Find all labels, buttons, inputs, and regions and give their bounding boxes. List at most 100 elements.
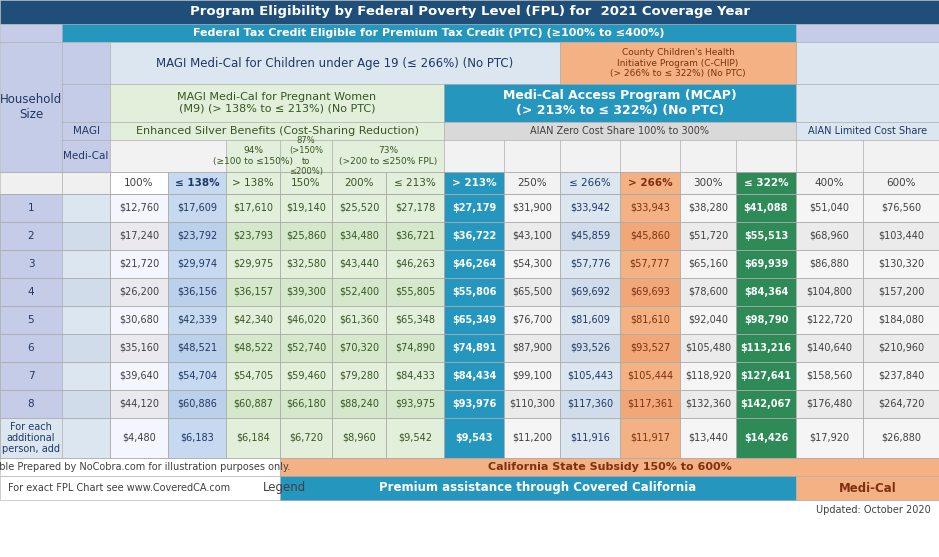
Text: Updated: October 2020: Updated: October 2020	[816, 505, 931, 515]
Text: Federal Tax Credit Eligible for Premium Tax Credit (PTC) (≥100% to ≤400%): Federal Tax Credit Eligible for Premium …	[193, 28, 665, 38]
Bar	[620, 418, 680, 458]
Text: $4,480: $4,480	[122, 433, 156, 443]
Text: $48,522: $48,522	[233, 343, 273, 353]
Bar	[0, 250, 62, 278]
Bar	[796, 140, 863, 172]
Bar	[560, 194, 620, 222]
Text: $54,705: $54,705	[233, 371, 273, 381]
Bar	[168, 172, 226, 194]
Text: $44,120: $44,120	[119, 399, 159, 409]
Text: $113,216: $113,216	[741, 343, 792, 353]
Bar	[332, 306, 386, 334]
Bar	[332, 194, 386, 222]
Bar	[226, 418, 280, 458]
Bar	[332, 362, 386, 390]
Bar	[386, 390, 444, 418]
Bar	[680, 278, 736, 306]
Text: $264,720: $264,720	[878, 399, 924, 409]
Bar	[110, 418, 168, 458]
Text: $93,976: $93,976	[452, 399, 496, 409]
Bar	[280, 194, 332, 222]
Bar	[796, 250, 863, 278]
Bar	[62, 42, 110, 84]
Bar	[168, 222, 226, 250]
Bar	[736, 250, 796, 278]
Text: $25,860: $25,860	[286, 231, 326, 241]
Text: $29,974: $29,974	[177, 259, 217, 269]
Bar	[444, 194, 504, 222]
Bar	[560, 362, 620, 390]
Bar	[863, 362, 939, 390]
Bar	[444, 306, 504, 334]
Text: $23,793: $23,793	[233, 231, 273, 241]
Bar	[560, 42, 796, 84]
Bar	[863, 334, 939, 362]
Bar	[226, 362, 280, 390]
Text: $27,178: $27,178	[395, 203, 435, 213]
Bar	[280, 140, 332, 172]
Bar	[736, 140, 796, 172]
Text: $117,361: $117,361	[627, 399, 673, 409]
Text: $74,890: $74,890	[395, 343, 435, 353]
Text: $117,360: $117,360	[567, 399, 613, 409]
Bar	[226, 222, 280, 250]
Text: Medi-Cal: Medi-Cal	[63, 151, 109, 161]
Bar	[504, 306, 560, 334]
Bar	[863, 172, 939, 194]
Text: For exact FPL Chart see www.CoveredCA.com: For exact FPL Chart see www.CoveredCA.co…	[8, 483, 230, 493]
Text: 200%: 200%	[345, 178, 374, 188]
Bar	[444, 250, 504, 278]
Text: $48,521: $48,521	[177, 343, 217, 353]
Bar	[796, 222, 863, 250]
Text: 3: 3	[27, 259, 35, 269]
Bar	[0, 362, 62, 390]
Bar	[110, 306, 168, 334]
Bar	[226, 278, 280, 306]
Text: $17,609: $17,609	[177, 203, 217, 213]
Text: 87%
(>150%
to
≤200%): 87% (>150% to ≤200%)	[289, 136, 323, 175]
Text: $43,440: $43,440	[339, 259, 379, 269]
Text: $8,960: $8,960	[342, 433, 376, 443]
Bar	[280, 306, 332, 334]
Text: $176,480: $176,480	[807, 399, 853, 409]
Text: $132,360: $132,360	[685, 399, 731, 409]
Bar	[280, 418, 332, 458]
Text: $38,280: $38,280	[688, 203, 728, 213]
Bar	[226, 194, 280, 222]
Bar	[280, 250, 332, 278]
Bar	[0, 390, 62, 418]
Text: $118,920: $118,920	[685, 371, 731, 381]
Text: 73%
(>200 to ≤250% FPL): 73% (>200 to ≤250% FPL)	[339, 146, 438, 165]
Bar	[560, 306, 620, 334]
Bar	[736, 306, 796, 334]
Bar	[0, 418, 62, 458]
Bar	[680, 390, 736, 418]
Bar	[0, 334, 62, 362]
Text: $65,500: $65,500	[512, 287, 552, 297]
Bar	[444, 222, 504, 250]
Text: $13,440: $13,440	[688, 433, 728, 443]
Bar	[110, 84, 444, 122]
Text: $69,692: $69,692	[570, 287, 610, 297]
Text: $87,900: $87,900	[512, 343, 552, 353]
Bar	[280, 390, 332, 418]
Bar	[226, 306, 280, 334]
Bar	[226, 250, 280, 278]
Bar	[62, 306, 110, 334]
Bar	[110, 42, 560, 84]
Bar	[680, 362, 736, 390]
Bar	[62, 24, 796, 42]
Text: 94%
(≥100 to ≤150%): 94% (≥100 to ≤150%)	[213, 146, 293, 165]
Text: $9,543: $9,543	[455, 433, 493, 443]
Text: 6: 6	[27, 343, 35, 353]
Bar	[796, 194, 863, 222]
Bar	[280, 362, 332, 390]
Bar	[444, 390, 504, 418]
Text: ≤ 266%: ≤ 266%	[569, 178, 611, 188]
Text: $34,480: $34,480	[339, 231, 379, 241]
Bar	[796, 418, 863, 458]
Text: MAGI Medi-Cal for Children under Age 19 (≤ 266%) (No PTC): MAGI Medi-Cal for Children under Age 19 …	[157, 56, 514, 70]
Text: 1: 1	[27, 203, 35, 213]
Bar	[560, 250, 620, 278]
Text: $6,183: $6,183	[180, 433, 214, 443]
